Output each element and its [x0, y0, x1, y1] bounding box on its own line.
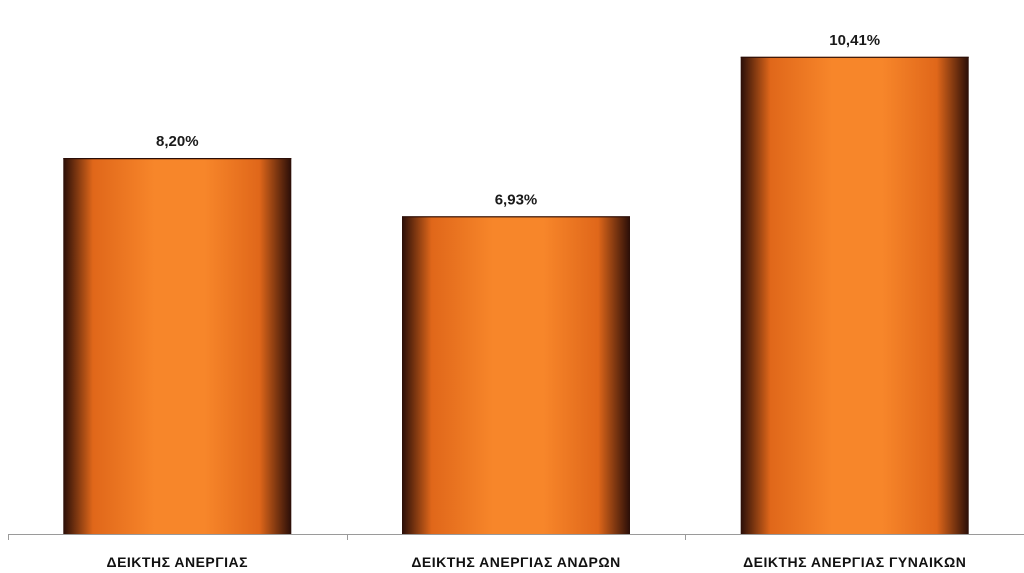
x-axis-ticks: [8, 534, 686, 540]
data-labels-group: 8,20% 6,93% 10,41%: [156, 32, 880, 209]
category-label: ΔΕΙΚΤΗΣ ΑΝΕΡΓΙΑΣ: [107, 554, 249, 570]
bar: [740, 56, 969, 535]
category-label: ΔΕΙΚΤΗΣ ΑΝΕΡΓΙΑΣ ΑΝΔΡΩΝ: [411, 554, 620, 570]
data-label: 10,41%: [829, 32, 880, 49]
category-labels-group: ΔΕΙΚΤΗΣ ΑΝΕΡΓΙΑΣ ΔΕΙΚΤΗΣ ΑΝΕΡΓΙΑΣ ΑΝΔΡΩΝ Δ…: [107, 554, 966, 570]
data-label: 6,93%: [495, 191, 538, 208]
bar: [402, 216, 630, 535]
bars-group: [63, 56, 969, 535]
category-label: ΔΕΙΚΤΗΣ ΑΝΕΡΓΙΑΣ ΓΥΝΑΙΚΩΝ: [743, 554, 966, 570]
bar: [63, 158, 292, 534]
data-label: 8,20%: [156, 133, 199, 150]
